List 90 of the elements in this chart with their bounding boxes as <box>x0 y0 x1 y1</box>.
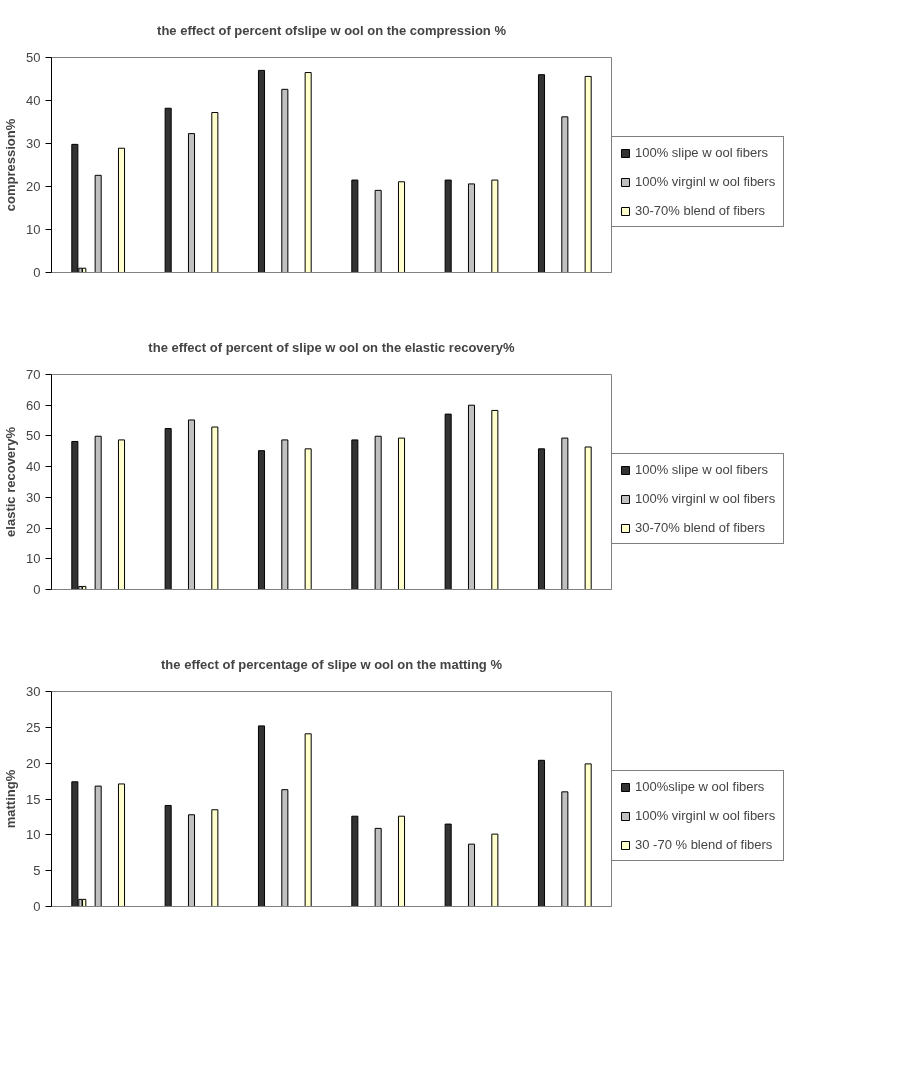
y-tick-label: 25 <box>26 719 41 735</box>
y-tick-label: 0 <box>33 265 41 280</box>
y-tick-label: 0 <box>33 899 41 914</box>
bar <box>117 439 126 590</box>
legend-label: 30-70% blend of fibers <box>635 520 766 535</box>
bar <box>397 437 406 590</box>
y-tick-label: 0 <box>33 582 41 597</box>
bar <box>584 763 592 907</box>
bar <box>351 179 359 273</box>
y-tick-label: 5 <box>33 863 41 879</box>
bar <box>351 815 359 907</box>
bar <box>561 116 569 273</box>
bar <box>491 409 499 590</box>
bar <box>71 781 79 907</box>
legend-label: 100%slipe w ool fibers <box>635 779 765 794</box>
bar <box>537 74 546 273</box>
y-axis-title: elastic recovery% <box>3 426 19 537</box>
bar <box>304 448 312 590</box>
bar <box>304 733 312 907</box>
y-tick-label: 30 <box>26 489 41 505</box>
bar <box>374 189 382 273</box>
bar <box>374 827 382 907</box>
y-tick-label: 20 <box>26 179 41 194</box>
bar <box>584 446 592 590</box>
y-axis-title: compression% <box>3 118 19 212</box>
bar <box>491 833 499 907</box>
y-tick-label: 10 <box>26 551 41 567</box>
y-tick-label: 10 <box>26 827 41 843</box>
legend-label: 100% virginl w ool fibers <box>635 174 776 189</box>
bar <box>444 413 452 590</box>
bar <box>211 426 219 590</box>
bar <box>304 72 312 273</box>
bar <box>211 112 219 273</box>
y-tick-label: 20 <box>26 755 41 771</box>
y-tick-label: 40 <box>26 93 41 108</box>
bar <box>351 439 359 590</box>
bar <box>164 428 172 590</box>
chart-title: the effect of percent of slipe w ool on the elastic recovery% <box>148 339 516 355</box>
legend-label: 100% virginl w ool fibers <box>635 808 776 823</box>
bar <box>257 450 266 590</box>
bar <box>467 843 476 907</box>
bar <box>164 107 172 273</box>
bar <box>257 69 266 273</box>
bar <box>187 133 196 273</box>
bar <box>94 435 102 590</box>
y-axis-title: matting% <box>3 769 19 829</box>
bar <box>281 88 289 273</box>
bar <box>71 143 79 273</box>
bar <box>117 783 126 907</box>
bar <box>187 419 196 590</box>
bar <box>584 75 592 273</box>
bar <box>444 823 452 907</box>
legend-label: 30 -70 % blend of fibers <box>635 837 773 852</box>
y-tick-label: 60 <box>26 397 41 413</box>
y-tick-label: 40 <box>26 459 41 475</box>
y-tick-label: 20 <box>26 520 41 536</box>
bar <box>71 440 79 590</box>
y-tick-label: 50 <box>26 428 41 444</box>
bar <box>257 725 266 907</box>
legend-label: 100% slipe w ool fibers <box>635 462 768 477</box>
bar <box>374 435 382 590</box>
y-tick-label: 15 <box>26 791 41 807</box>
chart-title: the effect of percentage of slipe w ool on the matting % <box>161 656 503 672</box>
bar <box>117 147 126 273</box>
bar <box>537 448 546 590</box>
y-tick-label: 50 <box>26 50 41 65</box>
legend-label: 100% virginl w ool fibers <box>635 491 776 506</box>
bar <box>397 815 406 907</box>
bar <box>467 183 476 273</box>
bar <box>211 809 219 907</box>
bar <box>164 804 172 907</box>
y-tick-label: 30 <box>26 136 41 151</box>
bar <box>281 789 289 907</box>
chart-title: the effect of percent ofslipe w ool on the compression % <box>157 22 507 38</box>
bar <box>537 759 546 907</box>
bar <box>187 814 196 907</box>
bar <box>281 439 289 590</box>
bar <box>444 179 452 273</box>
bar <box>561 437 569 590</box>
y-tick-label: 30 <box>26 684 41 699</box>
legend-label: 30-70% blend of fibers <box>635 203 766 218</box>
bar <box>397 181 406 273</box>
bar <box>491 179 499 273</box>
bar <box>94 785 102 907</box>
y-tick-label: 10 <box>26 222 41 237</box>
bar <box>561 791 569 907</box>
legend-label: 100% slipe w ool fibers <box>635 145 768 160</box>
bar <box>94 174 102 273</box>
y-tick-label: 70 <box>26 367 41 382</box>
bar <box>467 404 476 590</box>
